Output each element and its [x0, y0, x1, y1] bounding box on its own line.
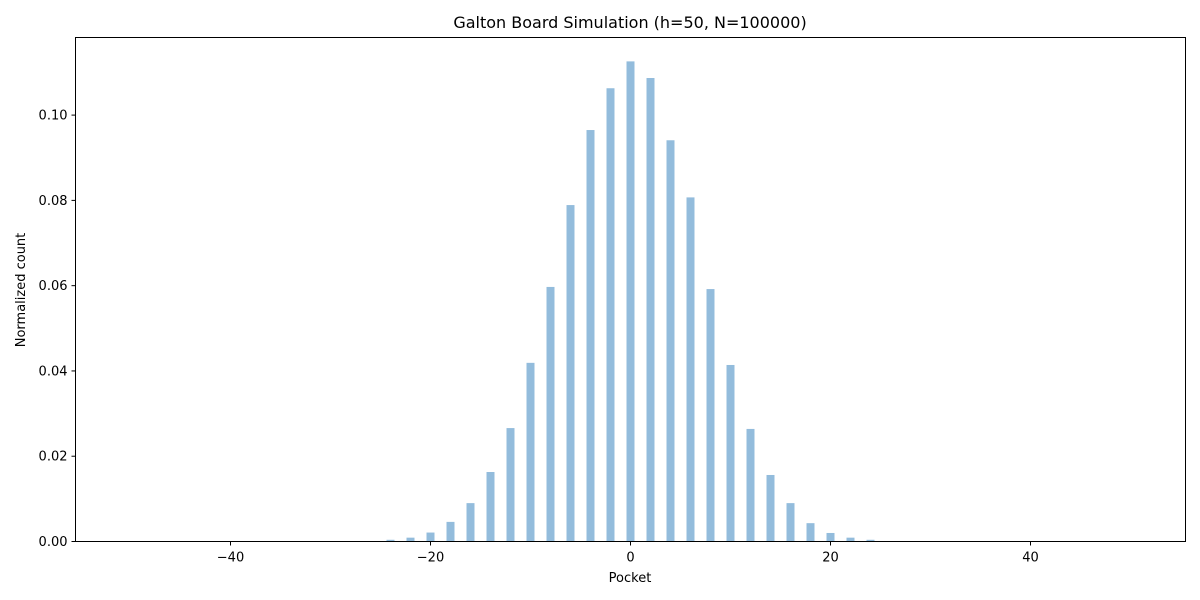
bar-pocket--12 [506, 428, 515, 542]
bar-pocket-16 [786, 503, 795, 542]
x-tick-label: 40 [1022, 551, 1039, 566]
bar-pocket--14 [486, 471, 495, 542]
bar-pocket-8 [706, 289, 715, 542]
x-tick-label: −20 [417, 551, 444, 566]
bar-pocket--24 [386, 539, 395, 542]
bar-pocket--20 [426, 532, 435, 542]
y-tick-label: 0.00 [39, 535, 68, 550]
y-tick-label: 0.08 [39, 194, 68, 209]
bar-pocket--18 [446, 521, 455, 542]
bar-pocket-2 [646, 78, 655, 542]
bar-pocket-0 [626, 61, 635, 542]
bar-pocket--16 [466, 503, 475, 542]
y-tick-label: 0.02 [39, 450, 68, 465]
bars-group [366, 61, 895, 542]
bar-pocket-4 [666, 140, 675, 542]
y-tick-label: 0.10 [39, 109, 68, 124]
bar-pocket-18 [806, 523, 815, 542]
y-ticks: 0.00 0.02 0.04 0.06 0.08 0.10 [39, 109, 76, 550]
bar-pocket-20 [826, 532, 835, 542]
bar-pocket--6 [566, 205, 575, 542]
bar-pocket--4 [586, 130, 595, 542]
bar-pocket--2 [606, 88, 615, 542]
y-tick-label: 0.06 [39, 279, 68, 294]
x-ticks: −40 −20 0 20 40 [217, 541, 1039, 566]
bar-pocket--10 [526, 362, 535, 542]
bar-pocket--22 [406, 537, 415, 542]
bar-pocket-22 [846, 537, 855, 542]
bar-pocket--8 [546, 286, 555, 542]
chart-title: Galton Board Simulation (h=50, N=100000) [453, 13, 806, 32]
bar-pocket-12 [746, 428, 755, 542]
x-tick-label: −40 [217, 551, 244, 566]
bar-pocket-14 [766, 474, 775, 542]
y-axis-label: Normalized count [14, 233, 29, 348]
x-tick-label: 20 [822, 551, 839, 566]
bar-pocket-6 [686, 197, 695, 542]
x-tick-label: 0 [626, 551, 634, 566]
x-axis-label: Pocket [609, 571, 652, 586]
bar-pocket-10 [726, 364, 735, 542]
bar-pocket-24 [866, 539, 875, 542]
y-tick-label: 0.04 [39, 364, 68, 379]
